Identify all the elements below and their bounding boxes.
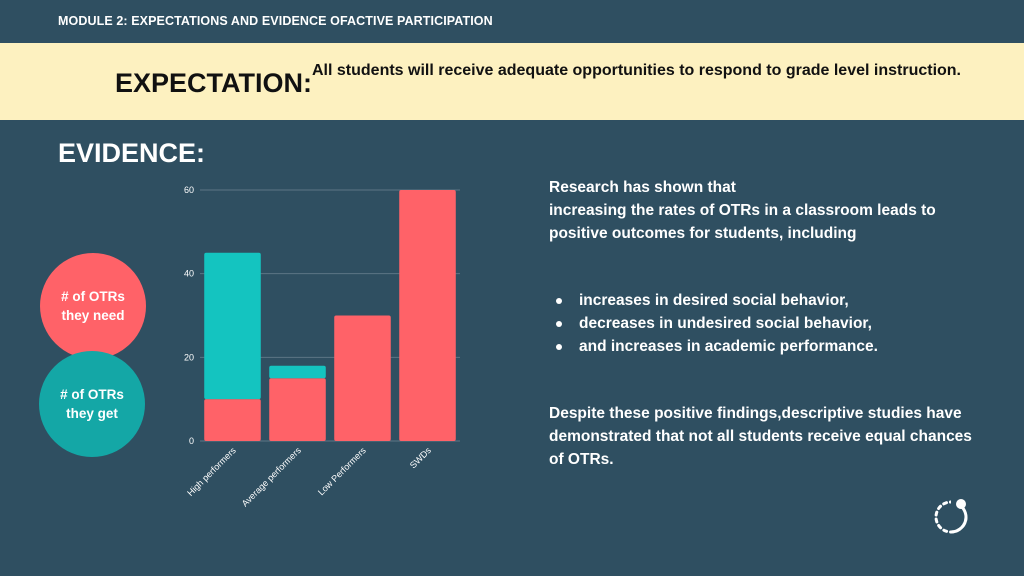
legend-need-circle: # of OTRs they need (40, 253, 146, 359)
bullet-item: increases in desired social behavior, (553, 289, 878, 312)
x-tick-label: Average performers (240, 445, 304, 509)
bar-get (204, 252, 261, 400)
bar-need (269, 378, 326, 441)
bar-need (204, 399, 261, 441)
expectation-banner: EXPECTATION: All students will receive a… (0, 43, 1024, 120)
bullet-item: decreases in undesired social behavior, (553, 312, 878, 335)
circular-dots-logo-icon (934, 499, 969, 534)
y-tick-label: 20 (184, 352, 194, 362)
expectation-text: All students will receive adequate oppor… (312, 62, 961, 79)
legend-get-circle: # of OTRs they get (39, 351, 145, 457)
evidence-heading: EVIDENCE: (58, 138, 206, 168)
x-tick-label: Low Performers (316, 445, 368, 497)
research-conclusion: Despite these positive findings,descript… (549, 405, 972, 468)
x-tick-label: High performers (185, 445, 238, 498)
y-tick-label: 0 (189, 436, 194, 446)
research-intro: Research has shown that increasing the r… (549, 179, 936, 242)
bullet-item: and increases in academic performance. (553, 335, 878, 358)
bar-get (269, 365, 326, 379)
otr-bar-chart: 0 20 40 60 High performers Average performers… (184, 185, 460, 509)
y-tick-label: 60 (184, 185, 194, 195)
bar-need (334, 315, 391, 441)
expectation-label: EXPECTATION: (115, 68, 313, 98)
y-tick-label: 40 (184, 269, 194, 279)
bar-need (399, 190, 456, 441)
module-title: MODULE 2: EXPECTATIONS AND EVIDENCE OFAC… (58, 14, 493, 28)
x-tick-label: SWDs (408, 445, 433, 470)
research-bullets: increases in desired social behavior, de… (553, 289, 878, 358)
